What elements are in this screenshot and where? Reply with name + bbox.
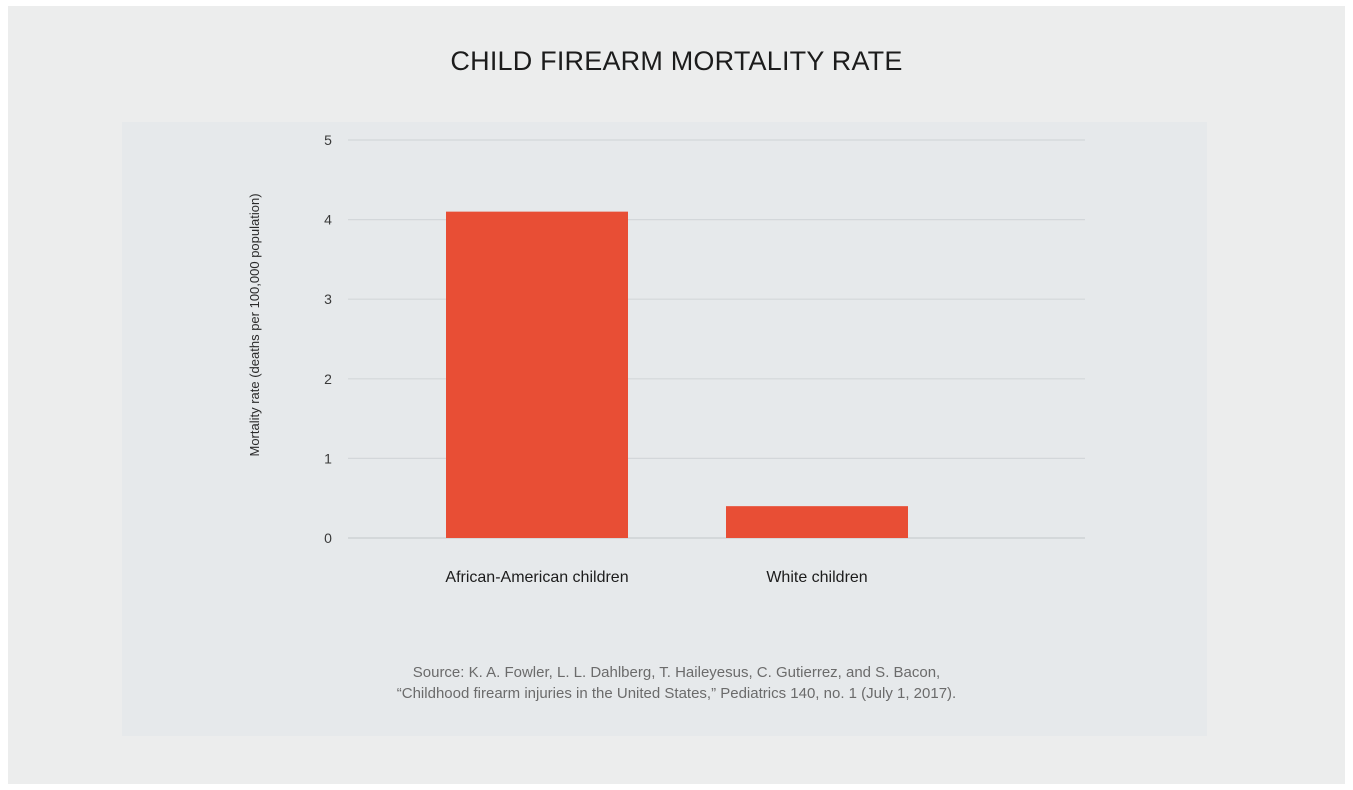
x-category-label: African-American children (445, 569, 628, 586)
y-axis-label: Mortality rate (deaths per 100,000 popul… (247, 193, 262, 456)
y-tick-label: 4 (324, 212, 332, 228)
source-line-2: “Childhood firearm injuries in the Unite… (396, 685, 957, 702)
bar (446, 211, 628, 538)
source-citation: Source: K. A. Fowler, L. L. Dahlberg, T.… (0, 662, 1353, 704)
y-tick-label: 3 (324, 291, 332, 307)
y-tick-label: 0 (324, 530, 332, 546)
y-tick-label: 5 (324, 132, 332, 148)
chart-panel (122, 122, 1207, 736)
y-tick-label: 1 (324, 450, 332, 466)
x-category-label: White children (766, 569, 867, 586)
bar (726, 506, 908, 538)
source-line-1: Source: K. A. Fowler, L. L. Dahlberg, T.… (412, 664, 941, 681)
y-tick-label: 2 (324, 371, 332, 387)
chart-title: CHILD FIREARM MORTALITY RATE (450, 46, 903, 76)
